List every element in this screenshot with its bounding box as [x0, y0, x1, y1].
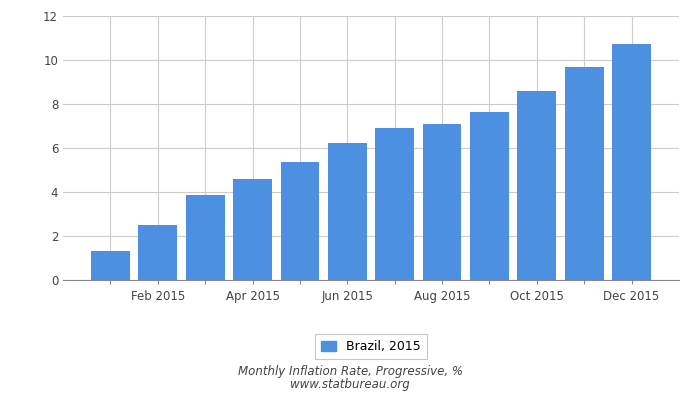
Bar [281, 162, 319, 280]
Bar [233, 178, 272, 280]
Bar [612, 44, 651, 280]
Bar [470, 112, 509, 280]
Bar [423, 124, 461, 280]
Bar [517, 92, 556, 280]
Text: Monthly Inflation Rate, Progressive, %: Monthly Inflation Rate, Progressive, % [237, 366, 463, 378]
Legend: Brazil, 2015: Brazil, 2015 [315, 334, 427, 359]
Bar [186, 195, 225, 280]
Bar [375, 128, 414, 280]
Bar [139, 225, 177, 280]
Bar [91, 251, 130, 280]
Bar [565, 67, 603, 280]
Text: www.statbureau.org: www.statbureau.org [290, 378, 410, 391]
Bar [328, 143, 367, 280]
